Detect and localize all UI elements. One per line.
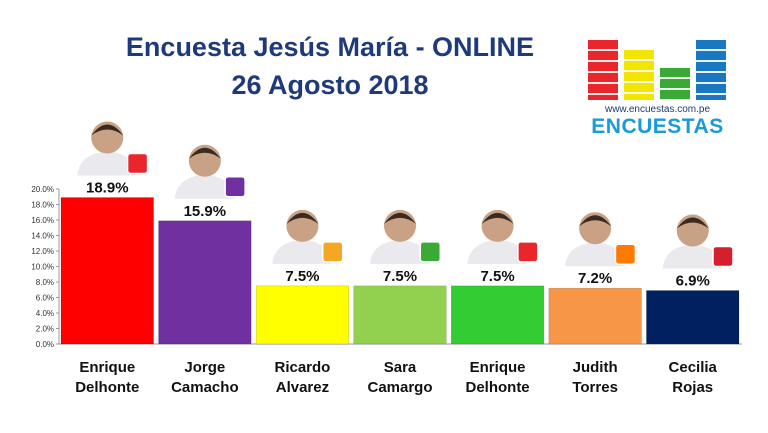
bar-value-label-3: 7.5%: [285, 268, 319, 285]
photo-hair: [481, 212, 514, 224]
logo-wordmark: ENCUESTAS: [591, 115, 724, 138]
photo-hair: [579, 215, 612, 227]
y-tick-label: 6.0%: [36, 294, 54, 303]
bar-1: [60, 197, 154, 345]
y-tick-label: 12.0%: [31, 247, 54, 256]
party-logo-icon: [419, 241, 442, 263]
logo-bar-green: [660, 68, 690, 100]
category-label-7: Rojas: [672, 379, 713, 396]
party-logo-icon: [614, 243, 637, 265]
y-tick-label: 10.0%: [31, 263, 54, 272]
candidate-photo-5: [467, 209, 539, 264]
chart-title: Encuesta Jesús María - ONLINE: [125, 32, 535, 62]
party-logo-icon: [712, 245, 734, 268]
bar-2: [158, 220, 252, 345]
candidate-photo-1: [77, 121, 149, 176]
category-label-7: Cecilia: [669, 359, 718, 376]
category-label-2: Camacho: [171, 379, 239, 396]
category-label-6: Torres: [572, 379, 618, 396]
photo-hair: [384, 212, 416, 224]
bar-7: [646, 290, 740, 345]
photo-shoulders: [565, 242, 626, 267]
y-tick-label: 18.0%: [31, 201, 54, 210]
bar-3: [255, 285, 349, 345]
bar-value-label-7: 6.9%: [676, 273, 710, 290]
logo-bar-blue: [696, 40, 726, 100]
photo-hair: [91, 124, 124, 136]
bar-value-label-4: 7.5%: [383, 268, 417, 285]
bar-value-label-1: 18.9%: [86, 180, 129, 197]
y-tick-label: 16.0%: [31, 216, 54, 225]
candidate-photo-2: [174, 144, 246, 199]
category-label-6: Judith: [573, 359, 618, 376]
party-logo-icon: [321, 241, 344, 263]
category-label-5: Delhonte: [465, 379, 529, 396]
y-tick-label: 14.0%: [31, 232, 54, 241]
photo-hair: [188, 147, 221, 159]
photo-shoulders: [77, 151, 138, 176]
candidate-photo-3: [272, 209, 344, 264]
category-label-3: Alvarez: [276, 379, 329, 396]
photo-hair: [286, 212, 319, 224]
candidate-photo-7: [662, 214, 734, 269]
y-tick-label: 20.0%: [31, 185, 54, 194]
category-label-1: Enrique: [79, 359, 135, 376]
party-logo-icon: [517, 241, 539, 263]
y-tick-label: 0.0%: [36, 340, 54, 349]
y-tick-label: 4.0%: [36, 309, 54, 318]
photo-hair: [676, 217, 709, 229]
bar-value-label-5: 7.5%: [480, 268, 514, 285]
bar-value-label-6: 7.2%: [578, 270, 612, 287]
category-label-2: Jorge: [184, 359, 225, 376]
y-tick-label: 2.0%: [36, 325, 54, 334]
bar-6: [548, 287, 642, 345]
photo-shoulders: [272, 239, 333, 264]
logo-url-text: www.encuestas.com.pe: [604, 104, 711, 115]
party-logo-icon: [126, 152, 149, 175]
photo-shoulders: [662, 244, 723, 269]
photo-shoulders: [370, 239, 430, 264]
logo-bar-yellow: [624, 50, 654, 100]
y-tick-label: 8.0%: [36, 278, 54, 287]
category-label-1: Delhonte: [75, 379, 139, 396]
logo-bar-red: [588, 40, 618, 100]
party-logo-icon: [224, 176, 246, 198]
candidate-photo-4: [370, 209, 442, 264]
photo-shoulders: [174, 174, 235, 199]
category-label-3: Ricardo: [274, 359, 330, 376]
bar-value-label-2: 15.9%: [184, 203, 227, 220]
bar-4: [353, 285, 447, 345]
bar-5: [451, 285, 545, 345]
chart-subtitle-date: 26 Agosto 2018: [231, 70, 429, 100]
category-label-4: Sara: [384, 359, 417, 376]
category-label-4: Camargo: [367, 379, 432, 396]
category-label-5: Enrique: [470, 359, 526, 376]
encuestas-logo: [585, 38, 730, 138]
photo-shoulders: [467, 239, 528, 264]
candidate-photo-6: [565, 212, 637, 267]
